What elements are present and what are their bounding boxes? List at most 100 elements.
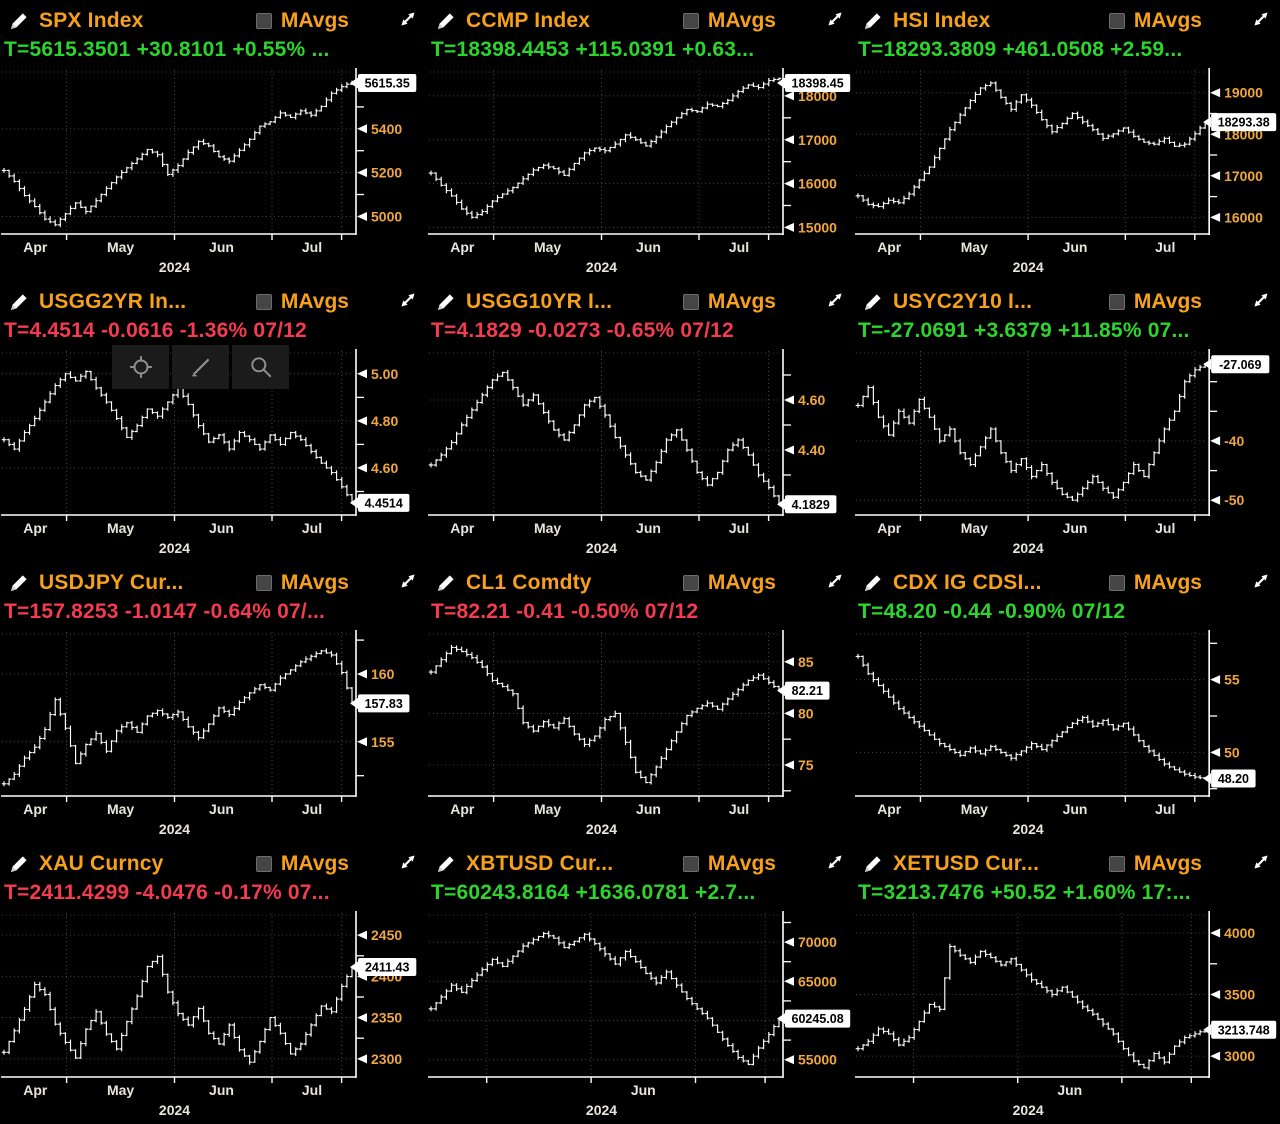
mavgs-label[interactable]: MAvgs: [280, 290, 349, 313]
crosshair-button[interactable]: [112, 345, 169, 389]
mavgs-label[interactable]: MAvgs: [280, 852, 349, 875]
expand-icon[interactable]: [397, 570, 419, 592]
mavgs-checkbox[interactable]: [1108, 13, 1125, 29]
svg-text:May: May: [534, 520, 561, 536]
expand-icon[interactable]: [397, 8, 419, 30]
mavgs-checkbox[interactable]: [682, 13, 699, 29]
ticker-name[interactable]: CCMP Index: [466, 9, 591, 32]
ticker-name[interactable]: USYC2Y10 I...: [893, 290, 1033, 313]
ticker-name[interactable]: USGG2YR In...: [39, 290, 187, 313]
panel-header: USGG2YR In... MAvgs: [0, 281, 427, 317]
mavgs-label[interactable]: MAvgs: [707, 9, 776, 32]
annotate-pencil-icon[interactable]: [8, 572, 30, 594]
annotate-pencil-icon[interactable]: [862, 853, 884, 875]
price-chart[interactable]: 4.60 4.40 Apr May Jun Jul 2024 4.1829: [427, 347, 854, 562]
price-chart[interactable]: 5.00 4.80 4.60 Apr May Jun Jul 2024 4.4514: [0, 347, 427, 562]
expand-icon[interactable]: [1250, 570, 1272, 592]
expand-icon[interactable]: [824, 289, 846, 311]
svg-text:5615.35: 5615.35: [365, 77, 410, 91]
mavgs-checkbox[interactable]: [682, 856, 699, 872]
ticker-name[interactable]: XBTUSD Cur...: [466, 852, 614, 875]
mavgs-checkbox[interactable]: [682, 294, 699, 310]
ticker-name[interactable]: HSI Index: [893, 9, 991, 32]
annotate-pencil-icon[interactable]: [8, 853, 30, 875]
svg-text:May: May: [534, 801, 561, 817]
panel-header: USGG10YR I... MAvgs: [427, 281, 854, 317]
mavgs-checkbox[interactable]: [255, 856, 272, 872]
chart-panel: SPX Index MAvgs T=5615.3501 +30.8101 +0.…: [0, 0, 427, 281]
mavgs-label[interactable]: MAvgs: [1133, 571, 1202, 594]
ticker-name[interactable]: CDX IG CDSI...: [893, 571, 1042, 594]
draw-line-icon: [191, 358, 209, 377]
svg-text:-40: -40: [1224, 433, 1244, 449]
svg-text:Apr: Apr: [877, 801, 902, 817]
mavgs-label[interactable]: MAvgs: [1133, 290, 1202, 313]
ticker-name[interactable]: USDJPY Cur...: [39, 571, 184, 594]
svg-text:Apr: Apr: [23, 801, 48, 817]
mavgs-label[interactable]: MAvgs: [707, 852, 776, 875]
annotate-pencil-icon[interactable]: [435, 10, 457, 32]
annotate-pencil-icon[interactable]: [435, 572, 457, 594]
expand-icon[interactable]: [824, 8, 846, 30]
ticker-name[interactable]: USGG10YR I...: [466, 290, 613, 313]
mavgs-checkbox[interactable]: [255, 575, 272, 591]
expand-icon[interactable]: [397, 851, 419, 873]
svg-text:May: May: [961, 239, 988, 255]
annotate-pencil-icon[interactable]: [862, 291, 884, 313]
zoom-button[interactable]: [232, 345, 289, 389]
mavgs-checkbox[interactable]: [1108, 575, 1125, 591]
svg-text:Jun: Jun: [636, 520, 661, 536]
mavgs-checkbox[interactable]: [255, 13, 272, 29]
svg-text:2300: 2300: [371, 1051, 402, 1067]
price-chart[interactable]: 160 155 Apr May Jun Jul 2024 157.83: [0, 628, 427, 843]
mavgs-label[interactable]: MAvgs: [1133, 9, 1202, 32]
price-chart[interactable]: 4000 3500 3000 Jun 2024 3213.748: [854, 909, 1280, 1124]
ticker-name[interactable]: SPX Index: [39, 9, 144, 32]
mavgs-checkbox[interactable]: [682, 575, 699, 591]
svg-text:Jun: Jun: [209, 520, 234, 536]
svg-text:2024: 2024: [1013, 259, 1044, 275]
price-chart[interactable]: 55 50 Apr May Jun Jul 2024 48.20: [854, 628, 1280, 843]
price-chart[interactable]: 5400 5200 5000 Apr May Jun Jul 2024 5615.35: [0, 66, 427, 281]
mavgs-checkbox[interactable]: [1108, 856, 1125, 872]
mavgs-label[interactable]: MAvgs: [1133, 852, 1202, 875]
price-chart[interactable]: 70000650006000055000Jun202460245.08: [427, 909, 854, 1124]
expand-icon[interactable]: [824, 851, 846, 873]
annotate-pencil-icon[interactable]: [435, 853, 457, 875]
panel-header: USDJPY Cur... MAvgs: [0, 562, 427, 598]
ticker-name[interactable]: XAU Curncy: [39, 852, 164, 875]
svg-text:82.21: 82.21: [792, 684, 823, 698]
mavgs-label[interactable]: MAvgs: [707, 571, 776, 594]
expand-icon[interactable]: [397, 289, 419, 311]
ticker-name[interactable]: CL1 Comdty: [466, 571, 592, 594]
expand-icon[interactable]: [1250, 851, 1272, 873]
svg-text:50: 50: [1224, 744, 1240, 760]
svg-text:Jun: Jun: [1063, 239, 1088, 255]
annotate-pencil-icon[interactable]: [8, 291, 30, 313]
svg-text:Apr: Apr: [450, 239, 475, 255]
ticker-name[interactable]: XETUSD Cur...: [893, 852, 1040, 875]
annotate-pencil-icon[interactable]: [862, 10, 884, 32]
price-chart[interactable]: -40 -50 Apr May Jun Jul 2024 -27.069: [854, 347, 1280, 562]
chart-toolbar: [112, 345, 289, 389]
mavgs-label[interactable]: MAvgs: [280, 9, 349, 32]
zoom-icon: [250, 357, 271, 378]
mavgs-checkbox[interactable]: [255, 294, 272, 310]
mavgs-checkbox[interactable]: [1108, 294, 1125, 310]
mavgs-label[interactable]: MAvgs: [707, 290, 776, 313]
mavgs-label[interactable]: MAvgs: [280, 571, 349, 594]
draw-line-button[interactable]: [172, 345, 229, 389]
svg-text:4.1829: 4.1829: [792, 498, 830, 512]
expand-icon[interactable]: [1250, 8, 1272, 30]
annotate-pencil-icon[interactable]: [435, 291, 457, 313]
annotate-pencil-icon[interactable]: [8, 10, 30, 32]
expand-icon[interactable]: [824, 570, 846, 592]
svg-text:Jun: Jun: [209, 1082, 234, 1098]
annotate-pencil-icon[interactable]: [862, 572, 884, 594]
expand-icon[interactable]: [1250, 289, 1272, 311]
price-chart[interactable]: 85 80 75 Apr May Jun Jul 2024 82.21: [427, 628, 854, 843]
